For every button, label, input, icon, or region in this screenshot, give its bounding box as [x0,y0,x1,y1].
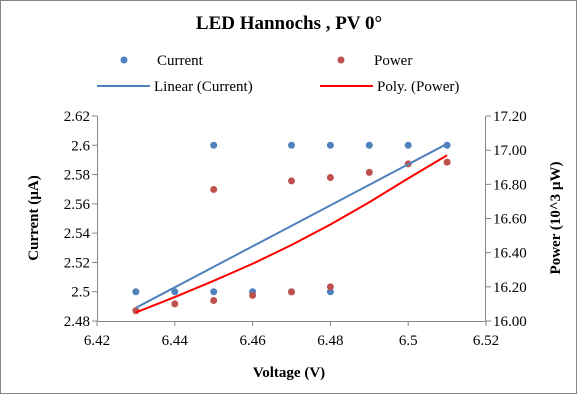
data-point-current [404,141,412,149]
x-tick-label: 6.42 [84,333,110,349]
y-axis-right: 16.00 16.20 16.40 16.60 16.80 17.00 17.20 [485,109,527,330]
x-axis-label: Voltage (V) [253,365,325,381]
legend-marker-current [120,56,128,64]
data-point-power [249,291,257,299]
data-point-current [326,141,334,149]
legend-marker-power [337,56,345,64]
legend-label-linear-current: Linear (Current) [154,79,253,95]
y2-tick-label: 16.00 [493,314,527,330]
y2-tick-label: 16.20 [493,280,527,296]
x-tick-label: 6.44 [162,333,189,349]
data-point-current [171,288,179,296]
data-point-power [326,283,334,291]
y-tick-label: 2.54 [64,226,91,242]
data-point-current [288,141,295,149]
series-line-linear-current [135,142,448,309]
data-point-current [443,141,451,149]
data-point-power [443,158,451,166]
y-tick-label: 2.56 [64,197,91,213]
y2-tick-label: 16.60 [493,212,527,228]
data-point-current [132,288,140,296]
chart-title: LED Hannochs , PV 0° [196,13,382,34]
legend: Current Power Linear (Current) Poly. (Po… [97,53,459,95]
legend-label-power: Power [374,53,412,69]
y2-tick-label: 17.00 [493,143,527,159]
legend-label-poly-power: Poly. (Power) [377,79,459,95]
x-tick-label: 6.48 [317,333,343,349]
series-layer [132,141,451,315]
y-axis-left: 2.48 2.5 2.52 2.54 2.56 2.58 2.6 2.62 [64,109,98,330]
data-point-current [365,141,373,149]
x-tick-label: 6.46 [239,333,266,349]
series-line-poly-power [135,154,448,314]
plot-area: 6.42 6.44 6.46 6.48 6.5 6.52 2.482.52.522.542… [64,109,527,349]
x-tick-label: 6.5 [399,333,418,349]
data-point-power [171,300,179,308]
data-point-power [210,185,218,193]
x-axis: 6.42 6.44 6.46 6.48 6.5 6.52 [84,321,499,349]
data-point-current [326,288,334,296]
y-tick-label: 2.6 [71,138,90,154]
data-point-power [210,297,218,304]
y2-tick-label: 16.40 [493,246,527,262]
y-tick-label: 2.48 [64,314,90,330]
x-tick-label: 6.52 [473,333,499,349]
data-point-current [210,141,218,149]
data-point-power [365,168,373,176]
y-axis-right-label: Power (10^3 µW) [548,162,564,275]
data-point-power [326,174,334,181]
y2-tick-label: 16.80 [493,177,527,193]
data-point-current [210,288,218,296]
y-tick-label: 2.52 [64,255,90,271]
legend-label-current: Current [157,53,204,69]
y-tick-label: 2.5 [71,285,90,301]
y2-tick-label: 17.20 [493,109,527,125]
data-point-power [288,288,295,296]
data-point-power [288,177,295,185]
y-tick-label: 2.58 [64,168,90,184]
y-axis-left-label: Current (µA) [26,175,42,260]
y-tick-label: 2.62 [64,109,90,125]
